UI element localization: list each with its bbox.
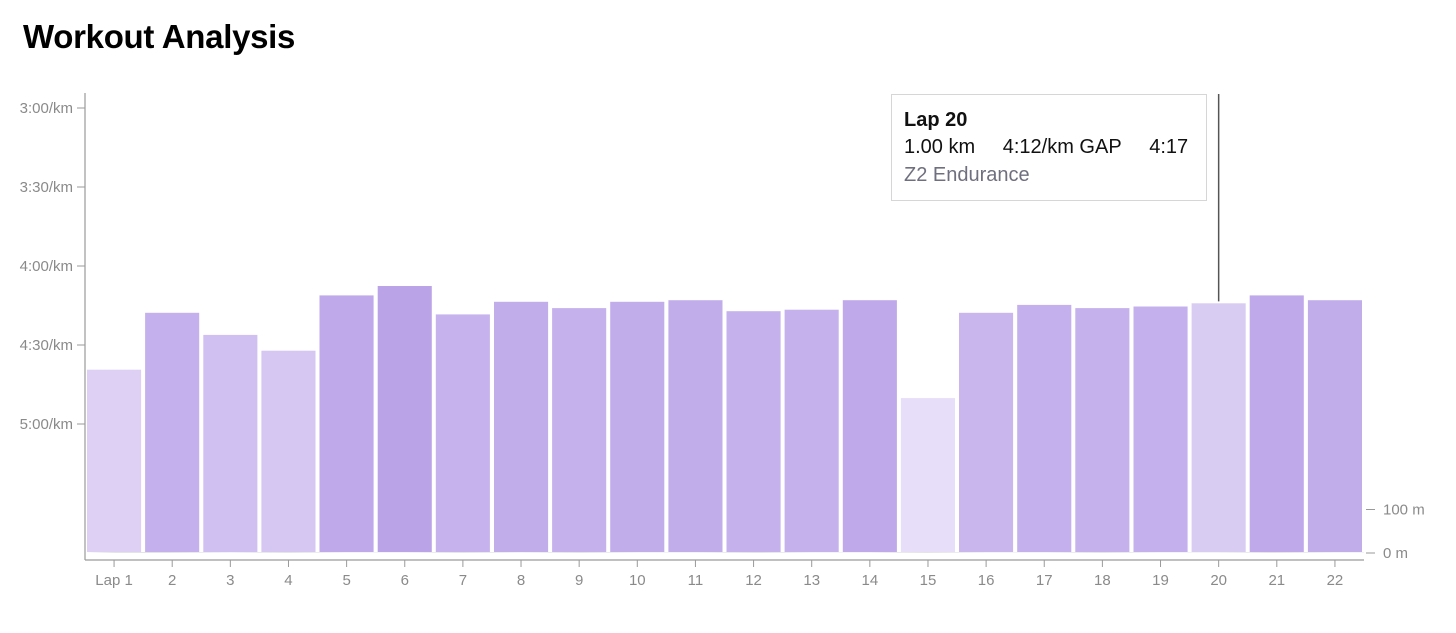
tooltip-title: Lap 20 xyxy=(904,109,968,131)
x-tick-label: 17 xyxy=(1036,572,1053,589)
tooltip-time: 4:17 xyxy=(1149,136,1189,158)
y-tick-label-left: 4:00/km xyxy=(20,258,73,275)
tooltip-zone: Z2 Endurance xyxy=(904,164,1030,186)
x-tick-label: 6 xyxy=(401,572,409,589)
bar-lap-11 xyxy=(666,298,725,555)
bar-lap-1 xyxy=(85,367,144,555)
bar-lap-12 xyxy=(724,309,783,555)
x-tick-label: 3 xyxy=(226,572,234,589)
x-tick-label: 13 xyxy=(803,572,820,589)
x-tick-label: 19 xyxy=(1152,572,1169,589)
bar-lap-22 xyxy=(1305,298,1365,555)
bar-lap-2 xyxy=(143,310,202,554)
bar-lap-13 xyxy=(782,307,841,555)
y-tick-label-left: 3:00/km xyxy=(20,100,73,117)
x-tick-label: 9 xyxy=(575,572,583,589)
bar-lap-6 xyxy=(375,284,434,554)
bar-lap-10 xyxy=(608,299,667,554)
lap-tooltip: Lap 20 1.00 km 4:12/km GAP 4:17 Z2 Endur… xyxy=(891,94,1207,201)
y-tick-label-right: 0 m xyxy=(1383,545,1408,562)
bar-lap-19 xyxy=(1131,304,1190,554)
x-tick-label: 2 xyxy=(168,572,176,589)
x-tick-label: 16 xyxy=(978,572,995,589)
y-tick-label-left: 4:30/km xyxy=(20,337,73,354)
y-tick-label-right: 100 m xyxy=(1383,502,1425,519)
bar-lap-14 xyxy=(840,298,899,555)
elevation-group xyxy=(85,552,1364,553)
x-tick-label: 15 xyxy=(920,572,937,589)
y-tick-label-left: 5:00/km xyxy=(20,416,73,433)
x-tick-label: 4 xyxy=(284,572,292,589)
bar-lap-18 xyxy=(1073,306,1132,554)
x-tick-label: 7 xyxy=(459,572,467,589)
x-tick-label: 11 xyxy=(688,572,704,589)
x-tick-label: 12 xyxy=(745,572,762,589)
bar-lap-3 xyxy=(201,332,260,554)
x-tick-label: 14 xyxy=(861,572,878,589)
x-tick-label: 10 xyxy=(629,572,646,589)
x-tick-label: 18 xyxy=(1094,572,1111,589)
tooltip-distance: 1.00 km xyxy=(904,136,976,158)
x-tick-label: Lap 1 xyxy=(95,572,133,589)
bars-group xyxy=(85,284,1365,555)
page-title: Workout Analysis xyxy=(23,18,296,55)
bar-lap-8 xyxy=(492,299,551,554)
x-tick-label: 5 xyxy=(342,572,350,589)
bar-lap-15 xyxy=(898,396,958,554)
x-tick-label: 21 xyxy=(1268,572,1285,589)
bar-lap-17 xyxy=(1015,302,1074,554)
bar-lap-21 xyxy=(1247,293,1306,554)
elevation-area xyxy=(85,552,1364,553)
bar-lap-7 xyxy=(433,312,492,554)
bar-lap-9 xyxy=(550,306,609,554)
bar-lap-20 xyxy=(1189,301,1248,554)
tooltip-pace: 4:12/km GAP xyxy=(1002,136,1122,158)
bar-lap-16 xyxy=(957,310,1016,554)
tooltip-stats: 1.00 km 4:12/km GAP 4:17 xyxy=(904,133,1194,161)
x-tick-label: 20 xyxy=(1210,572,1227,589)
y-tick-label-left: 3:30/km xyxy=(20,179,73,196)
bar-lap-5 xyxy=(317,293,376,554)
bar-lap-4 xyxy=(259,348,318,555)
axes-group: 3:00/km 3:30/km 4:00/km 4:30/km 5:00/km Lap 1… xyxy=(20,93,1425,589)
x-tick-label: 22 xyxy=(1327,572,1344,589)
x-tick-label: 8 xyxy=(517,572,525,589)
